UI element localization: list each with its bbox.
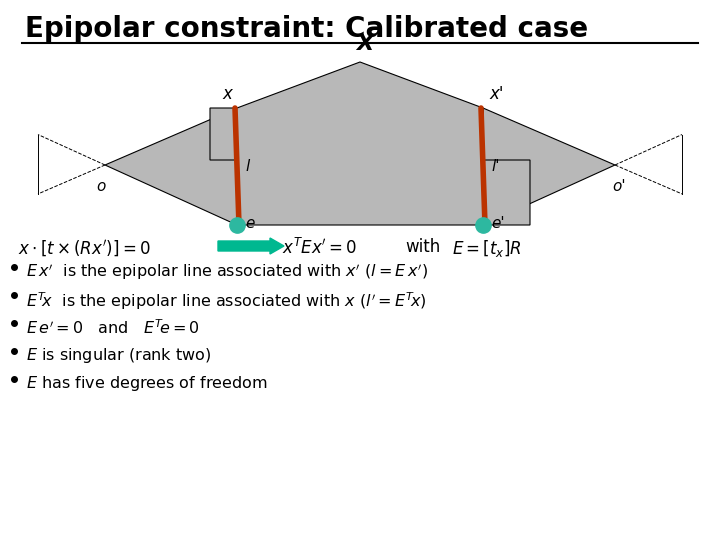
Text: Epipolar constraint: Calibrated case: Epipolar constraint: Calibrated case xyxy=(25,15,588,43)
Text: l: l xyxy=(245,159,249,174)
Text: $E\,x'$  is the epipolar line associated with $x'$ ($l = E\,x'$): $E\,x'$ is the epipolar line associated … xyxy=(26,262,428,282)
Text: X: X xyxy=(356,34,374,54)
Text: $x^T E x' = 0$: $x^T E x' = 0$ xyxy=(282,238,357,258)
Text: $E\,e' = 0$   and   $E^T\!e = 0$: $E\,e' = 0$ and $E^T\!e = 0$ xyxy=(26,318,199,337)
Text: e: e xyxy=(245,215,254,231)
Polygon shape xyxy=(483,108,615,225)
Text: l': l' xyxy=(491,159,500,174)
Text: x: x xyxy=(222,85,232,103)
Text: $E$ has five degrees of freedom: $E$ has five degrees of freedom xyxy=(26,374,268,393)
Text: o': o' xyxy=(612,179,626,194)
Polygon shape xyxy=(210,62,530,225)
Text: with: with xyxy=(405,238,440,256)
Text: o: o xyxy=(96,179,106,194)
Text: $E$ is singular (rank two): $E$ is singular (rank two) xyxy=(26,346,212,365)
Text: $x \cdot [t \times (Rx')] = 0$: $x \cdot [t \times (Rx')] = 0$ xyxy=(18,238,150,259)
Text: e': e' xyxy=(491,215,505,231)
Text: $E^T\!x$  is the epipolar line associated with $x$ ($l' = E^T\!x$): $E^T\!x$ is the epipolar line associated… xyxy=(26,290,427,312)
Text: x': x' xyxy=(489,85,503,103)
Text: $E = [t_x] R$: $E = [t_x] R$ xyxy=(452,238,522,259)
FancyArrow shape xyxy=(218,238,284,254)
Polygon shape xyxy=(105,108,237,225)
